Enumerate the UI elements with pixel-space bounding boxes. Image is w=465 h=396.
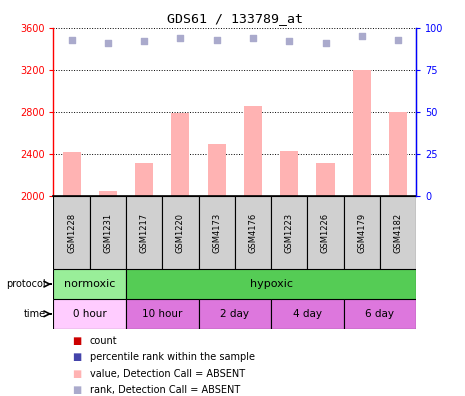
Text: hypoxic: hypoxic: [250, 279, 292, 289]
Text: GSM1228: GSM1228: [67, 213, 76, 253]
Point: [249, 34, 257, 41]
Text: time: time: [24, 309, 46, 319]
Bar: [271, 196, 307, 269]
Bar: [352, 70, 371, 196]
Text: percentile rank within the sample: percentile rank within the sample: [90, 352, 255, 362]
Bar: [126, 299, 199, 329]
Text: 10 hour: 10 hour: [142, 309, 182, 319]
Text: GSM4182: GSM4182: [393, 213, 403, 253]
Text: GSM1217: GSM1217: [140, 213, 149, 253]
Text: protocol: protocol: [7, 279, 46, 289]
Bar: [199, 196, 235, 269]
Text: ■: ■: [72, 352, 81, 362]
Bar: [235, 196, 271, 269]
Bar: [53, 299, 126, 329]
Title: GDS61 / 133789_at: GDS61 / 133789_at: [167, 12, 303, 25]
Bar: [162, 196, 199, 269]
Point: [286, 38, 293, 44]
Bar: [280, 151, 298, 196]
Text: GSM4176: GSM4176: [248, 213, 258, 253]
Text: 4 day: 4 day: [293, 309, 322, 319]
Bar: [307, 196, 344, 269]
Text: 2 day: 2 day: [220, 309, 249, 319]
Text: GSM1226: GSM1226: [321, 213, 330, 253]
Bar: [244, 106, 262, 196]
Text: 0 hour: 0 hour: [73, 309, 106, 319]
Bar: [90, 196, 126, 269]
Bar: [389, 112, 407, 196]
Bar: [271, 299, 344, 329]
Bar: [53, 196, 90, 269]
Text: normoxic: normoxic: [64, 279, 115, 289]
Text: count: count: [90, 335, 117, 346]
Bar: [99, 191, 117, 196]
Point: [68, 36, 75, 43]
Bar: [62, 152, 80, 196]
Bar: [126, 269, 416, 299]
Text: ■: ■: [72, 385, 81, 396]
Point: [322, 40, 329, 46]
Point: [104, 40, 112, 46]
Bar: [199, 299, 271, 329]
Text: 6 day: 6 day: [365, 309, 394, 319]
Bar: [344, 196, 380, 269]
Bar: [126, 196, 162, 269]
Bar: [207, 145, 226, 196]
Text: GSM1220: GSM1220: [176, 213, 185, 253]
Text: GSM4179: GSM4179: [357, 213, 366, 253]
Bar: [53, 269, 126, 299]
Text: GSM4173: GSM4173: [212, 213, 221, 253]
Point: [177, 34, 184, 41]
Bar: [171, 113, 189, 196]
Text: GSM1231: GSM1231: [103, 213, 113, 253]
Text: ■: ■: [72, 369, 81, 379]
Point: [394, 36, 402, 43]
Point: [358, 33, 365, 39]
Text: rank, Detection Call = ABSENT: rank, Detection Call = ABSENT: [90, 385, 240, 396]
Bar: [344, 299, 416, 329]
Point: [140, 38, 148, 44]
Bar: [135, 164, 153, 196]
Text: value, Detection Call = ABSENT: value, Detection Call = ABSENT: [90, 369, 245, 379]
Text: GSM1223: GSM1223: [285, 213, 294, 253]
Bar: [316, 164, 334, 196]
Text: ■: ■: [72, 335, 81, 346]
Point: [213, 36, 220, 43]
Bar: [380, 196, 416, 269]
